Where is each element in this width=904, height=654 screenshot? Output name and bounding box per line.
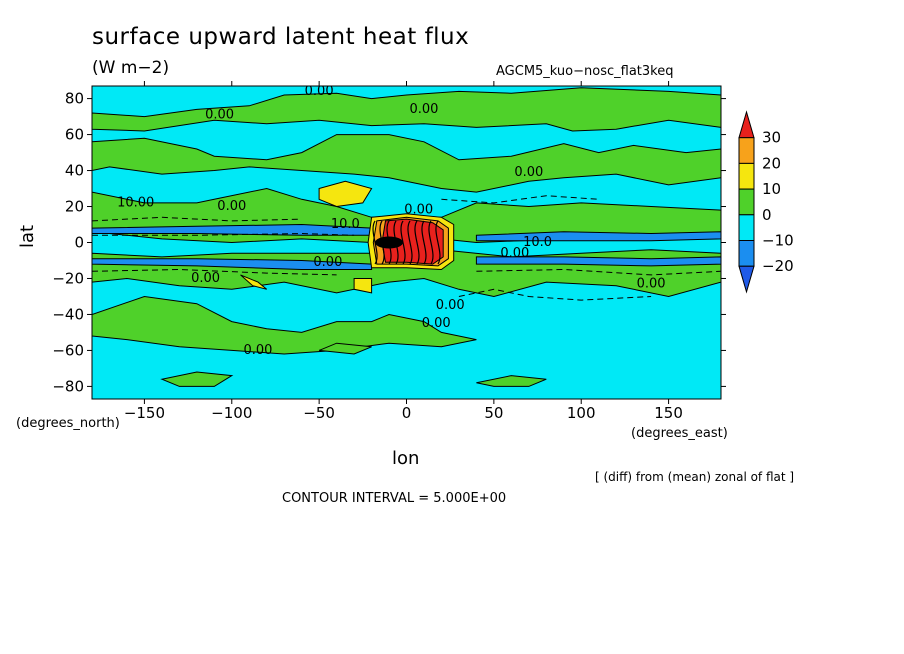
y-tick-label: 40 [65, 162, 84, 180]
x-tick-label: 100 [567, 404, 596, 422]
colorbar-label: 10 [762, 180, 781, 198]
region-south-polar-2 [476, 375, 547, 387]
region-neg-north-strip-east [475, 231, 721, 242]
region-pos-10-south [353, 278, 373, 294]
contour-label: 0.00 [244, 343, 273, 358]
colorbar-top-triangle [738, 110, 755, 139]
region-neg-south-strip [92, 258, 373, 270]
x-tick-label: −50 [303, 404, 335, 422]
x-tick-label: 50 [484, 404, 503, 422]
colorbar [738, 110, 755, 294]
colorbar-segment [738, 188, 755, 216]
center-contour-9 [435, 220, 441, 265]
y-axis-label: lat [17, 224, 39, 249]
chart-units: (W m−2) [92, 58, 170, 78]
dashed-contour-4 [441, 195, 599, 204]
colorbar-label: −10 [762, 232, 794, 250]
region-neg-south-strip-east [475, 256, 721, 267]
dashed-contour-2 [476, 268, 721, 276]
y-tick-label: −20 [52, 269, 84, 287]
x-tick-label: 150 [654, 404, 683, 422]
colorbar-label: 0 [762, 206, 772, 224]
center-contour-8 [428, 220, 434, 265]
contour-label: 0.00 [205, 107, 234, 122]
contour-label: 0.00 [500, 246, 529, 261]
contour-label: 0.00 [422, 316, 451, 331]
region-south-patch [318, 342, 372, 355]
region-south-midlat [92, 295, 477, 355]
region-pos-10-south-west [240, 274, 268, 290]
colorbar-bottom-triangle [738, 265, 755, 294]
y-tick-label: 80 [65, 90, 84, 108]
contour-label: 0.00 [436, 298, 465, 313]
colorbar-segment [738, 240, 755, 267]
colorbar-label: 30 [762, 129, 781, 147]
y-tick-label: −60 [52, 341, 84, 359]
x-axis-units: (degrees_east) [631, 426, 728, 441]
y-tick-label: 20 [65, 198, 84, 216]
y-tick-label: 0 [74, 234, 84, 252]
contour-label: 0.00 [191, 271, 220, 286]
center-contour-5 [407, 220, 413, 265]
contour-label: 10.0 [523, 235, 552, 250]
chart-title: surface upward latent heat flux [92, 24, 470, 50]
contour-label: 0.00 [404, 203, 433, 218]
colorbar-label: −20 [762, 257, 794, 275]
dashed-contour-0 [92, 232, 355, 236]
contour-label: 0.00 [514, 165, 543, 180]
colorbar-segment [738, 162, 755, 190]
contour-label: 0.00 [409, 102, 438, 117]
dashed-contour-5 [458, 288, 652, 301]
y-axis-units: (degrees_north) [16, 416, 120, 431]
colorbar-segment [738, 214, 755, 242]
center-black-blob [375, 236, 404, 249]
center-contour-6 [414, 220, 420, 265]
contour-label: 0.00 [217, 199, 246, 214]
y-tick-label: −80 [52, 377, 84, 395]
diff-note: [ (diff) from (mean) zonal of flat ] [595, 470, 795, 484]
x-tick-label: −100 [211, 404, 252, 422]
region-pos-10-north [318, 180, 373, 208]
region-north-midlat [92, 134, 721, 193]
center-contour-7 [421, 220, 427, 265]
run-name: AGCM5_kuo−nosc_flat3keq [496, 64, 674, 79]
colorbar-segment [738, 137, 755, 164]
y-tick-label: −40 [52, 305, 84, 323]
contour-label: 10.0 [331, 217, 360, 232]
x-tick-label: 0 [402, 404, 412, 422]
region-south-polar-1 [160, 371, 234, 387]
contour-label: 0.00 [305, 84, 334, 99]
y-tick-label: 60 [65, 126, 84, 144]
dashed-contour-1 [92, 268, 337, 276]
colorbar-label: 20 [762, 154, 781, 172]
contour-label: 10.00 [117, 196, 154, 211]
x-axis-label: lon [392, 448, 420, 469]
x-tick-label: −150 [124, 404, 165, 422]
contour-label: 0.00 [313, 255, 342, 270]
contour-interval: CONTOUR INTERVAL = 5.000E+00 [282, 491, 507, 506]
region-north-band [92, 87, 721, 132]
dashed-contour-3 [92, 216, 302, 222]
contour-label: 0.00 [637, 276, 666, 291]
